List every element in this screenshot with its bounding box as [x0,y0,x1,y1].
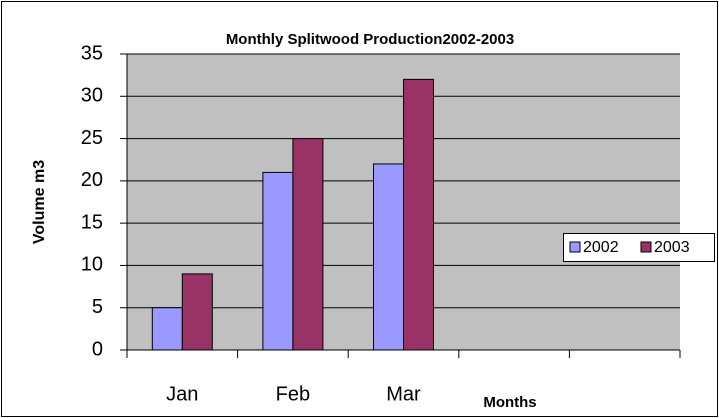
bar [181,273,213,351]
y-tick-label: 20 [81,169,103,191]
x-axis-title: Months [483,394,536,411]
y-axis-title: Volume m3 [31,160,48,244]
bar [151,307,183,351]
legend-label: 2003 [654,239,690,256]
x-tick-label: Mar [386,383,421,405]
chart-title: Monthly Splitwood Production2002-2003 [226,31,514,48]
y-tick-label: 5 [92,296,103,318]
legend-label: 2002 [583,239,619,256]
y-tick-label: 0 [92,338,103,360]
x-tick-label: Feb [276,383,310,405]
bar [403,78,434,351]
legend-swatch [640,241,652,253]
bar [373,163,404,351]
legend-box [563,233,715,262]
legend-swatch [569,241,581,253]
x-tick-label: Jan [166,383,198,405]
y-tick-label: 10 [81,254,103,276]
y-tick-label: 15 [81,211,103,233]
bar [292,138,324,351]
y-tick-label: 35 [81,42,103,64]
bar [262,171,294,351]
y-tick-label: 25 [81,127,103,149]
y-tick-label: 30 [81,85,103,107]
